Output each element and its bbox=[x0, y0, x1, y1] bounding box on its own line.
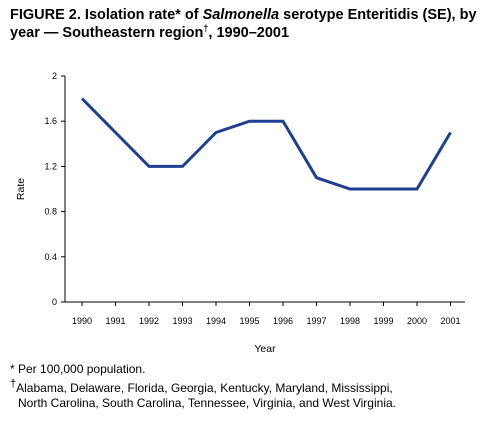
x-tick-label: 1997 bbox=[306, 316, 326, 326]
x-tick-label: 1994 bbox=[206, 316, 226, 326]
x-tick-label: 2001 bbox=[440, 316, 460, 326]
x-tick-label: 1998 bbox=[340, 316, 360, 326]
title-part3: , 1990–2001 bbox=[208, 25, 290, 41]
footnote-region-line2: North Carolina, South Carolina, Tennesse… bbox=[18, 396, 396, 410]
y-tick-label: 1.2 bbox=[44, 161, 57, 171]
series-layer bbox=[80, 97, 452, 191]
footnote-rate: * Per 100,000 population. bbox=[10, 362, 480, 377]
title-part1: FIGURE 2. Isolation rate* of bbox=[10, 7, 203, 23]
y-tick-label: 2 bbox=[52, 71, 57, 81]
y-axis: 0 0.4 0.8 1.2 1.6 2 bbox=[44, 71, 66, 307]
x-axis: 1990 1991 1992 1993 1994 1995 1996 1997 1998 1999… bbox=[65, 301, 465, 326]
x-ticks: 1990 1991 1992 1993 1994 1995 1996 1997 1998 1999… bbox=[72, 302, 461, 326]
footnote-dagger-text1: Alabama, Delaware, Florida, Georgia, Ken… bbox=[16, 381, 393, 395]
x-tick-label: 1992 bbox=[139, 316, 159, 326]
series-line bbox=[80, 97, 452, 191]
title-italic-organism: Salmonella bbox=[202, 7, 280, 23]
footnotes: * Per 100,000 population. †Alabama, Dela… bbox=[10, 362, 480, 411]
title-part2: serotype Enteritidis (SE), by year — Sou… bbox=[10, 7, 477, 41]
title-dagger: † bbox=[203, 23, 209, 34]
y-ticks: 0 0.4 0.8 1.2 1.6 2 bbox=[44, 71, 65, 307]
x-tick-label: 1990 bbox=[72, 316, 92, 326]
x-tick-label: 1999 bbox=[373, 316, 393, 326]
x-tick-label: 1995 bbox=[239, 316, 259, 326]
x-tick-label: 2000 bbox=[407, 316, 427, 326]
footnote-region-line1: †Alabama, Delaware, Florida, Georgia, Ke… bbox=[10, 377, 480, 396]
x-tick-label: 1993 bbox=[172, 316, 192, 326]
footnote-star-symbol: * bbox=[10, 362, 15, 376]
footnote-dagger-symbol: † bbox=[10, 378, 17, 390]
footnote-star-text: Per 100,000 population. bbox=[14, 362, 146, 376]
x-axis-title: Year bbox=[254, 343, 276, 355]
y-tick-label: 1.6 bbox=[44, 116, 57, 126]
y-tick-label: 0.4 bbox=[44, 252, 57, 262]
x-tick-label: 1991 bbox=[105, 316, 125, 326]
y-tick-label: 0.8 bbox=[44, 207, 57, 217]
figure-title: FIGURE 2. Isolation rate* of Salmonella … bbox=[10, 6, 480, 42]
y-axis-title: Rate bbox=[15, 178, 27, 200]
y-tick-label: 0 bbox=[52, 297, 57, 307]
x-tick-label: 1996 bbox=[273, 316, 293, 326]
